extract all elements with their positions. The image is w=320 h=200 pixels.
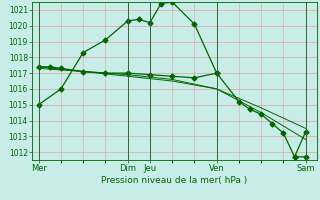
X-axis label: Pression niveau de la mer( hPa ): Pression niveau de la mer( hPa ) xyxy=(101,176,248,185)
